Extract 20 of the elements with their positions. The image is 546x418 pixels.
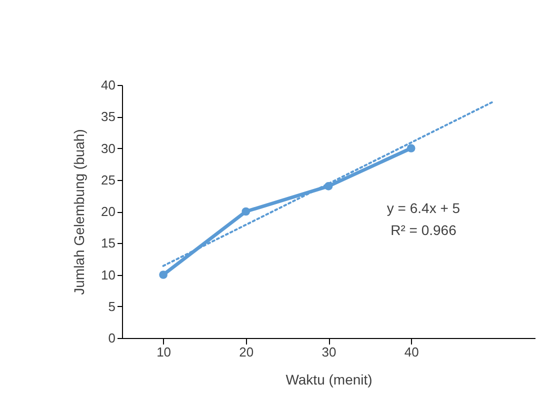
y-tick-label: 20 [101, 204, 116, 219]
x-tick-label: 30 [322, 344, 336, 360]
y-tick-label: 15 [101, 236, 116, 251]
x-axis-title: Waktu (menit) [286, 372, 372, 388]
y-tick-label: 25 [101, 172, 116, 188]
y-tick-label: 30 [101, 140, 116, 156]
x-tick-label: 40 [404, 344, 419, 360]
y-tick-label: 40 [101, 78, 116, 92]
x-tick-label: 20 [239, 344, 254, 360]
annotation: R² = 0.966 [390, 222, 457, 238]
y-tick-label: 35 [101, 109, 116, 124]
point [406, 144, 416, 152]
point [159, 270, 168, 279]
point [242, 207, 250, 216]
y-tick-label: 5 [108, 298, 116, 314]
x-tick-label: 10 [156, 344, 172, 360]
annotation: y = 6.4x + 5 [386, 200, 460, 216]
y-tick-label: 10 [101, 267, 116, 282]
y-axis-title: Jumlah Gelembung (buah) [71, 129, 88, 295]
y-tick-label: 0 [108, 330, 116, 346]
